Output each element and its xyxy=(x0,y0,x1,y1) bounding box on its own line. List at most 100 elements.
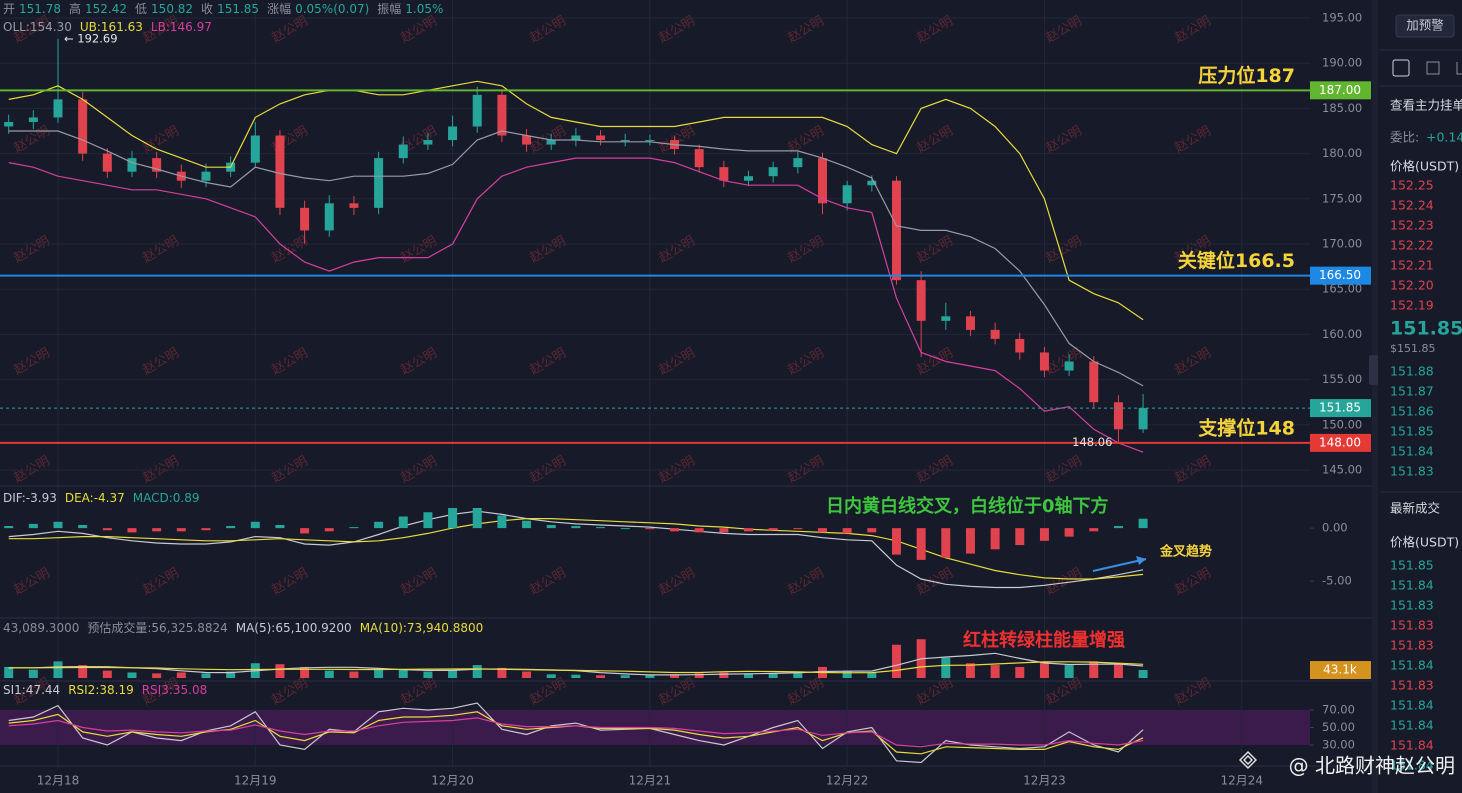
alert-button[interactable] xyxy=(1395,14,1455,38)
volume-bar xyxy=(965,663,975,678)
splitter-handle[interactable] xyxy=(1369,355,1378,385)
layout-icon[interactable] xyxy=(1426,61,1440,75)
quote-value: 151.85 xyxy=(217,2,259,16)
extreme-label: 148.06 xyxy=(1072,435,1112,449)
y-tick-label: 190.00 xyxy=(1322,56,1362,70)
macd-bar xyxy=(990,528,1000,550)
splitter[interactable] xyxy=(1372,0,1378,793)
indicator-line xyxy=(8,80,1144,321)
legend-entry: DEA:-4.37 xyxy=(65,491,125,505)
level-tag xyxy=(1310,433,1371,452)
indicator-line xyxy=(8,518,1144,580)
ask-price: 152.25 xyxy=(1390,178,1434,193)
last-price-usd: $151.85 xyxy=(1390,342,1436,355)
macd-bar xyxy=(374,521,384,529)
candle-body xyxy=(1039,352,1049,371)
macd-bar xyxy=(1113,526,1123,529)
trades-title: 最新成交 xyxy=(1390,501,1440,516)
macd-bar xyxy=(1064,528,1074,537)
y-tick-label: 145.00 xyxy=(1322,463,1362,477)
macd-bar xyxy=(793,528,803,530)
ask-price: 152.23 xyxy=(1390,218,1434,233)
candle-body xyxy=(152,158,162,172)
quote-value: 150.82 xyxy=(151,2,193,16)
candle-body xyxy=(324,203,334,231)
candle-body xyxy=(1113,402,1123,430)
alert-button-label[interactable]: 加预警 xyxy=(1406,18,1444,33)
bid-price: 151.86 xyxy=(1390,404,1434,419)
candle-body xyxy=(201,171,211,181)
candle-body xyxy=(398,144,408,159)
volume-bar xyxy=(398,669,408,678)
footer-credit: @ 北路财神赵公明 xyxy=(1289,754,1455,778)
candle-body xyxy=(571,135,581,141)
volume-bar xyxy=(522,671,532,678)
level-tag xyxy=(1310,399,1371,418)
candle-body xyxy=(842,185,852,204)
level-tag-label: 148.00 xyxy=(1319,435,1361,449)
macd-bar xyxy=(965,528,975,554)
candle-body xyxy=(522,135,532,145)
price-header: 价格(USDT) xyxy=(1390,159,1459,174)
trade-price: 151.84 xyxy=(1390,698,1434,713)
volume-bar xyxy=(1113,664,1123,678)
candle-body xyxy=(620,140,630,142)
depth-link[interactable]: 查看主力挂单 xyxy=(1390,98,1462,113)
candle-body xyxy=(867,180,877,186)
volume-bar xyxy=(990,665,1000,678)
candle-body xyxy=(645,140,655,142)
y-tick-label: 175.00 xyxy=(1322,191,1362,205)
macd-bar xyxy=(201,528,211,531)
candle-body xyxy=(4,121,14,127)
candle-body xyxy=(891,180,901,281)
candle-body xyxy=(472,94,482,127)
volume-bar xyxy=(571,674,581,678)
layout-icon[interactable] xyxy=(1392,59,1410,77)
macd-bar xyxy=(4,526,14,529)
candle-body xyxy=(53,99,63,118)
trade-price: 151.83 xyxy=(1390,678,1434,693)
y-tick-label: -5.00 xyxy=(1322,574,1352,588)
candle-body xyxy=(127,158,137,172)
indicator-line xyxy=(8,130,1144,387)
volume-bar xyxy=(349,671,359,678)
macd-bar xyxy=(645,528,655,530)
macd-bar xyxy=(941,528,951,558)
macd-bar xyxy=(522,520,532,529)
level-tag-label: 187.00 xyxy=(1319,83,1361,97)
legend-entry: RSI2:38.19 xyxy=(68,683,134,697)
layout-icon[interactable] xyxy=(1456,62,1462,75)
volume-bar xyxy=(497,667,507,678)
macd-bar xyxy=(1089,528,1099,532)
candle-body xyxy=(941,316,951,321)
trade-price: 151.84 xyxy=(1390,578,1434,593)
ratio-label: 委比: xyxy=(1390,130,1419,145)
y-tick-label: 30.00 xyxy=(1322,738,1355,752)
macd-bar xyxy=(398,516,408,529)
candle-body xyxy=(990,329,1000,339)
candle-body xyxy=(1089,361,1099,403)
bid-price: 151.88 xyxy=(1390,364,1434,379)
macd-bar xyxy=(250,521,260,529)
legend-entry: SI1:47.44 xyxy=(3,683,60,697)
x-tick-label: 12月19 xyxy=(234,774,277,788)
volume-bar xyxy=(719,672,729,678)
value-tag xyxy=(1310,661,1371,680)
volume-bar xyxy=(1039,662,1049,678)
candle-body xyxy=(916,280,926,321)
volume-bar xyxy=(1015,666,1025,678)
legend-entry: MA(10):73,940.8800 xyxy=(360,621,484,635)
candle-body xyxy=(300,207,310,231)
volume-bar xyxy=(941,657,951,678)
logo-icon xyxy=(1239,751,1257,769)
quote-label: 涨幅 xyxy=(267,1,291,16)
macd-bar xyxy=(300,528,310,534)
quote-label: 低 xyxy=(135,2,147,16)
macd-bar xyxy=(546,524,556,529)
candle-body xyxy=(817,158,827,204)
indicator-line xyxy=(8,157,1144,453)
candle-body xyxy=(448,126,458,141)
indicator-line xyxy=(8,702,1144,764)
candle-body xyxy=(965,316,975,330)
candle-body xyxy=(719,167,729,181)
